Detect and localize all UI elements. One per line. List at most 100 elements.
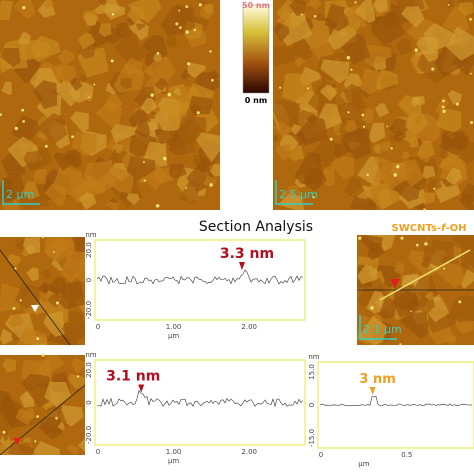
flake: [57, 421, 66, 431]
flake: [103, 166, 135, 197]
particle: [211, 78, 214, 82]
flake: [25, 245, 36, 255]
flake: [71, 358, 85, 374]
afm-image: 2.5 μm: [273, 0, 474, 212]
flake: [9, 314, 24, 328]
flake: [361, 107, 374, 125]
label-part: SWCNTs-: [392, 223, 442, 234]
flake: [401, 6, 425, 28]
flake: [330, 154, 354, 180]
x-unit: μm: [358, 460, 369, 468]
label-part: f: [441, 223, 447, 234]
particle: [41, 236, 45, 239]
flake: [14, 282, 40, 309]
flake: [45, 237, 76, 263]
flake: [113, 142, 123, 154]
particle: [22, 120, 25, 123]
flake: [419, 191, 436, 205]
particle: [362, 125, 366, 128]
particle: [346, 55, 351, 60]
flake: [363, 44, 392, 67]
flake: [164, 6, 196, 37]
flake: [426, 179, 443, 194]
flake: [439, 150, 449, 160]
flake: [203, 175, 217, 189]
x-tick-label: 0: [96, 448, 100, 456]
section-title: Section Analysis: [199, 219, 313, 235]
x-tick-label: 1.00: [166, 448, 182, 456]
flake: [365, 183, 392, 210]
flake: [78, 192, 97, 210]
flake: [153, 53, 162, 62]
flake: [370, 12, 406, 47]
flake: [324, 3, 349, 32]
flake: [353, 0, 376, 23]
flake: [375, 103, 390, 118]
particle: [52, 250, 55, 253]
flake: [59, 281, 85, 310]
flake: [408, 136, 419, 148]
x-tick-label: 0.5: [401, 451, 412, 459]
flake: [273, 46, 295, 67]
particle: [179, 26, 182, 29]
nanotube: [379, 249, 471, 301]
flake: [378, 296, 398, 319]
particle: [396, 164, 400, 169]
particle: [279, 86, 282, 89]
y-unit: nm: [85, 231, 96, 239]
flake: [422, 166, 436, 179]
particle: [358, 236, 362, 240]
particle: [361, 113, 365, 117]
flake: [392, 290, 420, 318]
particle: [185, 30, 189, 34]
particle: [36, 337, 40, 341]
flake: [367, 242, 385, 261]
flake: [54, 64, 76, 84]
flake: [425, 291, 434, 301]
particle: [167, 92, 172, 97]
flake: [209, 70, 220, 80]
flake: [105, 201, 119, 210]
flake: [148, 118, 159, 130]
flake: [460, 249, 474, 274]
section-line: [0, 384, 86, 456]
flake: [358, 68, 382, 95]
flake: [438, 96, 450, 108]
flake: [13, 0, 36, 20]
x-tick-label: 2.00: [241, 323, 257, 331]
flake: [37, 355, 65, 377]
flake: [32, 168, 47, 185]
particle: [55, 416, 58, 420]
flake: [22, 181, 40, 200]
flake: [373, 0, 388, 13]
flake: [343, 83, 362, 102]
particle: [71, 135, 74, 139]
flake: [82, 10, 99, 25]
flake: [17, 30, 32, 45]
particle: [431, 67, 435, 71]
flake: [78, 438, 85, 452]
afm-image: [0, 236, 85, 346]
y-tick-label: 20.0: [85, 242, 93, 258]
flake: [0, 328, 14, 345]
flake: [26, 266, 39, 282]
flake: [294, 151, 323, 185]
x-tick-label: 1.00: [166, 323, 182, 331]
cursor-marker: [138, 384, 145, 393]
scale-bar: [2, 180, 40, 205]
flake: [309, 36, 334, 61]
flake: [0, 172, 27, 202]
particle: [150, 93, 154, 97]
particle: [142, 161, 145, 163]
flake: [349, 196, 377, 210]
particle: [185, 186, 187, 189]
flake: [306, 0, 318, 7]
particle: [22, 5, 26, 10]
particle: [209, 183, 213, 187]
particle: [88, 96, 90, 99]
flake: [320, 59, 350, 84]
x-tick-label: 2.00: [241, 448, 257, 456]
